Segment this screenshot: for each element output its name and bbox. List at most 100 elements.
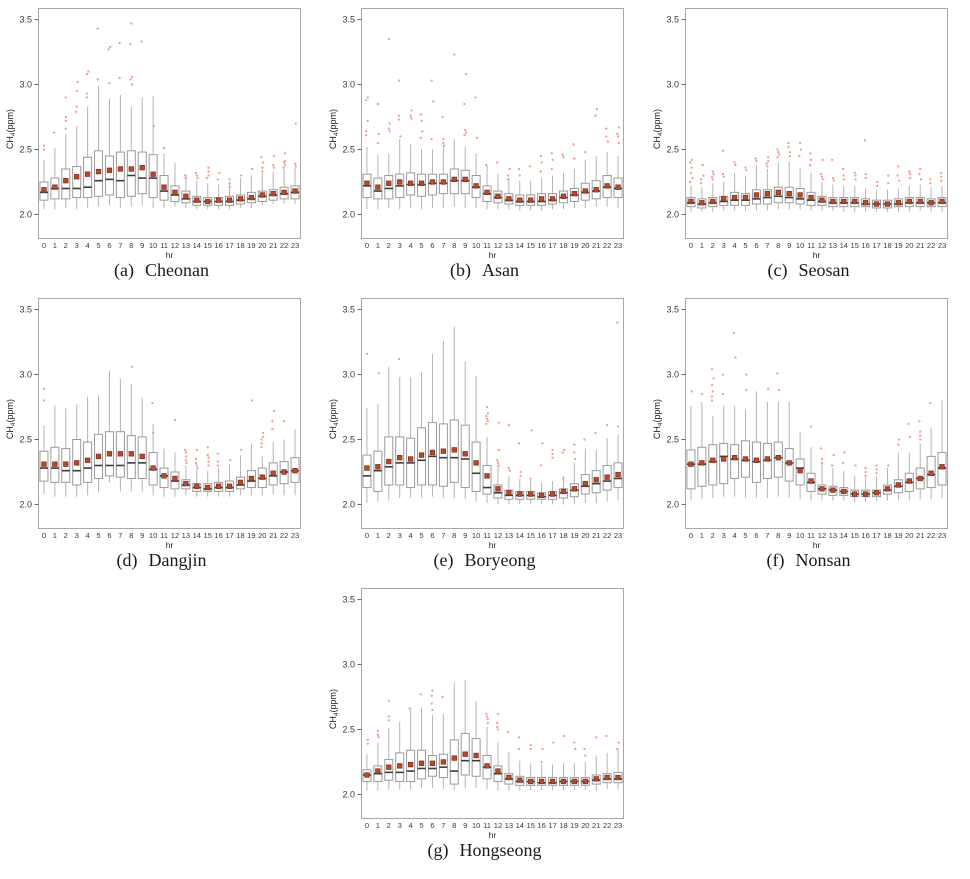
- outlier-point: [518, 174, 521, 177]
- mean-marker: [721, 456, 727, 462]
- x-axis-label: hr: [489, 540, 497, 550]
- mean-marker: [582, 188, 588, 194]
- outlier-point: [496, 728, 500, 731]
- outlier-point: [863, 139, 866, 142]
- x-tick-label: 10: [796, 241, 804, 250]
- mean-marker: [281, 469, 287, 475]
- outlier-point: [616, 425, 620, 428]
- x-tick-label: 3: [398, 241, 402, 250]
- y-axis-label: CH4(ppm): [5, 399, 17, 439]
- outlier-point: [711, 390, 714, 393]
- outlier-point: [260, 442, 263, 445]
- mean-marker: [386, 458, 392, 465]
- x-tick-label: 7: [441, 241, 445, 250]
- mean-marker: [538, 196, 545, 202]
- outlier-point: [151, 401, 154, 405]
- outlier-point: [506, 174, 510, 177]
- outlier-point: [755, 160, 758, 163]
- outlier-point: [721, 373, 725, 376]
- x-tick-label: 3: [75, 531, 79, 540]
- x-tick-label: 1: [53, 531, 57, 540]
- outlier-point: [294, 165, 297, 168]
- outlier-point: [397, 357, 401, 361]
- outlier-point: [283, 160, 287, 163]
- mean-marker: [917, 198, 923, 205]
- mean-marker: [538, 778, 545, 785]
- outlier-point: [419, 113, 422, 116]
- x-tick-label: 2: [64, 531, 68, 540]
- outlier-point: [64, 127, 67, 130]
- outlier-point: [421, 130, 424, 133]
- outlier-point: [377, 736, 380, 739]
- chart-caption: (a) Cheonan: [114, 260, 209, 281]
- x-tick-label: 6: [754, 531, 758, 540]
- outlier-point: [745, 373, 748, 376]
- y-tick-label: 3.5: [666, 15, 679, 25]
- outlier-point: [908, 435, 912, 439]
- outlier-point: [919, 178, 923, 181]
- mean-marker: [117, 451, 124, 457]
- outlier-point: [261, 161, 265, 164]
- x-tick-label: 2: [387, 241, 391, 250]
- mean-marker: [429, 179, 436, 185]
- x-tick-label: 9: [463, 241, 467, 250]
- outlier-point: [173, 418, 177, 422]
- outlier-point: [118, 41, 121, 45]
- outlier-point: [283, 163, 287, 167]
- outlier-point: [832, 453, 835, 457]
- x-axis-label: hr: [813, 540, 821, 550]
- x-tick-label: 22: [603, 531, 611, 540]
- outlier-point: [517, 442, 521, 445]
- mean-marker: [292, 188, 298, 194]
- outlier-point: [506, 730, 510, 734]
- outlier-point: [195, 174, 198, 177]
- x-tick-label: 8: [776, 241, 780, 250]
- mean-marker: [895, 482, 902, 488]
- outlier-point: [776, 156, 779, 159]
- caption-name: Dangjin: [148, 550, 207, 570]
- mean-marker: [63, 178, 69, 184]
- outlier-point: [563, 734, 566, 738]
- x-tick-label: 20: [258, 241, 266, 250]
- outlier-point: [843, 451, 846, 454]
- x-tick-label: 15: [526, 821, 534, 830]
- outlier-point: [496, 725, 499, 729]
- outlier-point: [118, 76, 121, 80]
- outlier-point: [605, 127, 608, 130]
- x-tick-label: 6: [107, 241, 111, 250]
- outlier-point: [207, 170, 210, 173]
- mean-marker: [292, 468, 298, 474]
- outlier-point: [151, 431, 155, 435]
- outlier-point: [606, 140, 610, 143]
- outlier-point: [539, 464, 542, 467]
- x-tick-label: 16: [214, 241, 222, 250]
- outlier-point: [42, 387, 46, 390]
- y-axis-label: CH4(ppm): [652, 399, 664, 439]
- outlier-point: [388, 122, 391, 125]
- outlier-point: [563, 448, 566, 452]
- outlier-point: [841, 461, 845, 465]
- outlier-point: [430, 694, 433, 697]
- mean-marker: [753, 192, 760, 198]
- outlier-point: [272, 166, 276, 169]
- mean-marker: [742, 456, 749, 462]
- outlier-point: [798, 154, 801, 158]
- y-tick-label: 3.5: [342, 595, 355, 605]
- x-tick-label: 11: [483, 531, 491, 540]
- outlier-point: [162, 147, 166, 150]
- outlier-point: [689, 171, 693, 175]
- y-tick-label: 2.0: [19, 210, 32, 220]
- x-tick-label: 7: [765, 241, 769, 250]
- outlier-point: [574, 747, 577, 751]
- outlier-point: [228, 182, 231, 185]
- mean-marker: [764, 456, 771, 462]
- mean-marker: [451, 755, 457, 761]
- mean-marker: [150, 171, 156, 177]
- outlier-point: [388, 130, 391, 133]
- outlier-point: [152, 124, 156, 128]
- outlier-point: [430, 79, 433, 82]
- x-tick-label: 10: [796, 531, 804, 540]
- mean-marker: [753, 457, 760, 463]
- outlier-point: [699, 182, 703, 185]
- box-iqr: [384, 174, 394, 200]
